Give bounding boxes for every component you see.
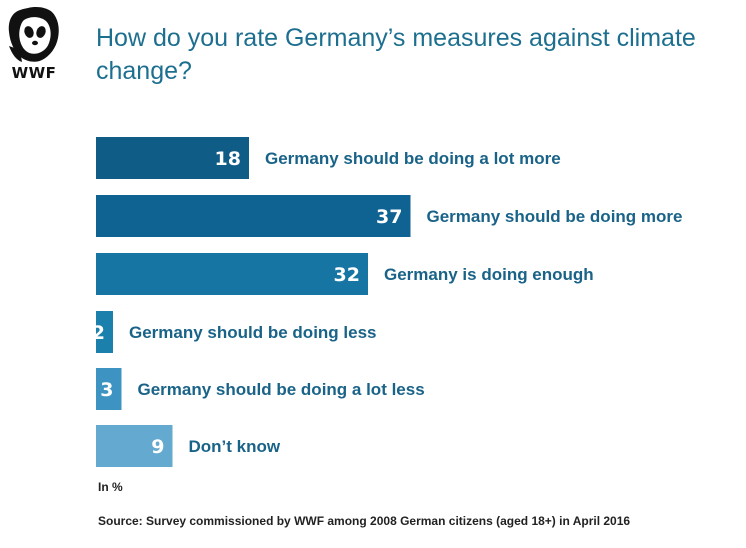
bar-value-label: 3 [100,379,113,401]
category-label: Germany should be doing less [129,323,377,342]
bar-value-label: 32 [334,264,360,286]
logo-text: WWF [11,64,57,82]
bar [96,311,113,353]
category-label: Don’t know [189,437,281,456]
bar [96,137,249,179]
bar [96,253,368,295]
bar-value-label: 2 [92,322,105,344]
unit-note: In % [98,480,123,494]
bar-value-label: 9 [151,436,164,458]
bar-value-label: 37 [376,206,402,228]
source-note: Source: Survey commissioned by WWF among… [98,514,631,528]
wwf-logo: WWF [6,6,62,86]
category-label: Germany should be doing a lot less [138,380,425,399]
bar [96,195,411,237]
panda-icon [8,7,59,62]
category-label: Germany is doing enough [384,265,594,284]
category-label: Germany should be doing a lot more [265,149,561,168]
bar [96,368,122,410]
category-label: Germany should be doing more [427,207,683,226]
bar-value-label: 18 [215,148,241,170]
chart-title: How do you rate Germany’s measures again… [96,24,696,85]
bar [96,425,173,467]
